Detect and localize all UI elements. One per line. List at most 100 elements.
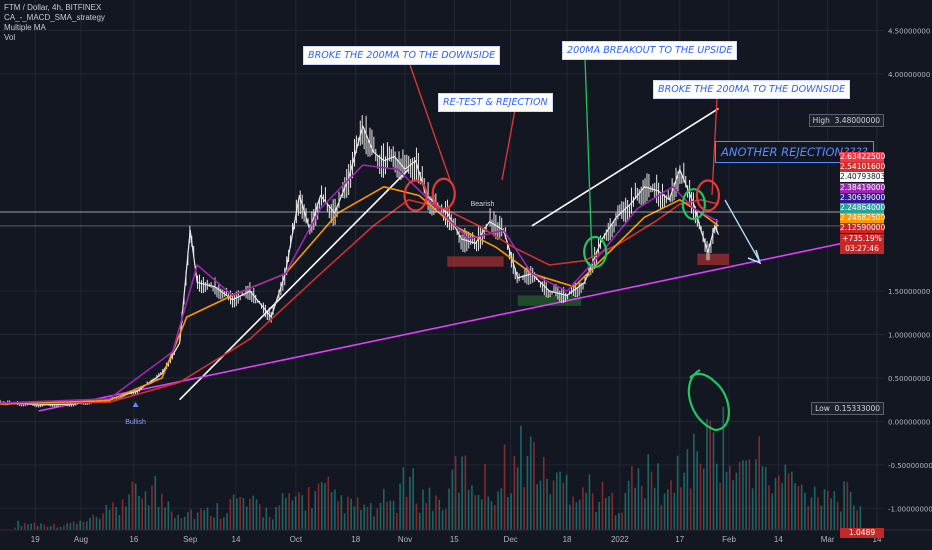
volume-bar — [347, 496, 349, 530]
volume-bar — [209, 515, 212, 530]
volume-bar — [529, 436, 532, 530]
volume-bar — [768, 485, 770, 530]
volume-bar — [650, 471, 653, 530]
volume-bar — [415, 503, 418, 530]
x-tick-label: 14 — [873, 535, 882, 544]
support-zone — [697, 253, 730, 265]
volume-bar — [79, 520, 81, 530]
volume-bar — [288, 493, 290, 530]
volume-bar — [467, 489, 470, 530]
y-tick-label: 1.00000000 — [888, 332, 930, 340]
volume-bar — [820, 505, 823, 530]
volume-bar — [177, 514, 179, 530]
volume-bar — [112, 502, 114, 530]
volume-bar — [507, 497, 509, 530]
volume-bar — [810, 497, 813, 530]
volume-bar — [657, 463, 659, 530]
trendline-white-rising — [531, 107, 719, 227]
volume-bar — [722, 406, 725, 530]
volume-bar — [549, 494, 552, 530]
symbol-title[interactable]: FTM / Dollar, 4h, BITFINEX — [4, 3, 102, 12]
study-ma-label[interactable]: Multiple MA — [4, 23, 46, 32]
volume-bar — [813, 486, 816, 530]
volume-bar — [696, 451, 698, 530]
volume-bar — [689, 488, 692, 530]
volume-bar — [797, 486, 800, 530]
volume-bar — [542, 456, 545, 530]
price-label: 2.54101600 — [840, 162, 886, 173]
volume-bar — [40, 523, 42, 530]
volume-bar — [477, 495, 480, 530]
volume-bar — [784, 464, 787, 530]
volume-bar — [219, 518, 222, 530]
volume-bar — [164, 507, 166, 530]
volume-bar — [604, 498, 607, 530]
volume-bar — [702, 468, 705, 530]
volume-bar — [513, 456, 516, 530]
volume-bar — [745, 460, 747, 530]
ma-20ma — [0, 164, 719, 404]
y-tick-label: 1.50000000 — [888, 288, 930, 296]
volume-bar — [761, 466, 764, 530]
price-label: 2.40793803 — [840, 172, 886, 183]
price-label: 03:27:46 — [840, 243, 884, 254]
volume-bar — [118, 515, 121, 530]
volume-bar — [63, 525, 65, 530]
volume-bar — [134, 483, 137, 530]
rejection-circle-3 — [695, 179, 721, 212]
volume-bar — [826, 490, 829, 530]
annotation-broke-200ma-2: BROKE THE 200MA TO THE DOWNSIDE — [653, 80, 851, 99]
ma-50ma — [0, 186, 719, 405]
volume-bar — [454, 456, 457, 530]
volume-bar — [663, 493, 666, 530]
volume-bar — [56, 527, 59, 530]
volume-bar — [578, 499, 581, 530]
y-axis: 4.50000000 4.00000000 1.50000000 1.00000000… — [884, 0, 932, 550]
study-macd-label[interactable]: CA_-_MACD_SMA_strategy — [4, 13, 105, 22]
price-label: 2.24682500 — [840, 213, 886, 224]
volume-bar — [200, 508, 202, 530]
volume-bar — [804, 492, 806, 530]
x-tick-label: 14 — [774, 535, 783, 544]
volume-bar — [715, 463, 718, 530]
volume-bar — [151, 485, 153, 530]
volume-bar — [683, 472, 685, 530]
volume-bar — [764, 466, 767, 530]
study-volume-label[interactable]: Vol — [4, 33, 16, 42]
volume-bar — [536, 484, 539, 530]
volume-bar — [353, 506, 356, 530]
volume-bar — [128, 494, 130, 530]
high-marker: High 3.48000000 — [808, 114, 884, 127]
volume-bar — [748, 459, 751, 530]
chart-header: FTM / Dollar, 4h, BITFINEX CA_-_MACD_SMA… — [4, 3, 105, 43]
volume-bar — [445, 509, 447, 530]
volume-bar — [774, 478, 777, 530]
bullish-marker: Bullish — [125, 419, 146, 426]
volume-bar — [582, 487, 584, 530]
volume-bar — [565, 474, 568, 530]
volume-bar — [49, 526, 52, 530]
volume-bar — [262, 517, 264, 530]
volume-bar — [627, 480, 630, 530]
volume-bar — [552, 480, 555, 530]
volume-bar — [236, 498, 238, 530]
price-label: +735.19% — [840, 233, 884, 244]
volume-bar — [644, 498, 646, 530]
volume-bar — [291, 500, 294, 530]
volume-bar — [92, 514, 95, 530]
volume-bar — [396, 513, 398, 530]
volume-bar — [72, 521, 75, 530]
volume-bar — [640, 485, 643, 530]
volume-bar — [846, 482, 849, 530]
volume-bar — [520, 425, 522, 530]
volume-bar — [160, 493, 163, 530]
volume-bar — [418, 512, 421, 530]
volume-bar — [17, 520, 19, 530]
volume-bar — [742, 460, 744, 530]
volume-bar — [350, 498, 352, 530]
rejection-circle-2 — [431, 177, 456, 210]
high-label: High — [812, 116, 830, 125]
price-line — [0, 125, 720, 406]
volume-bar — [213, 517, 215, 530]
x-tick-label: Mar — [821, 535, 835, 544]
